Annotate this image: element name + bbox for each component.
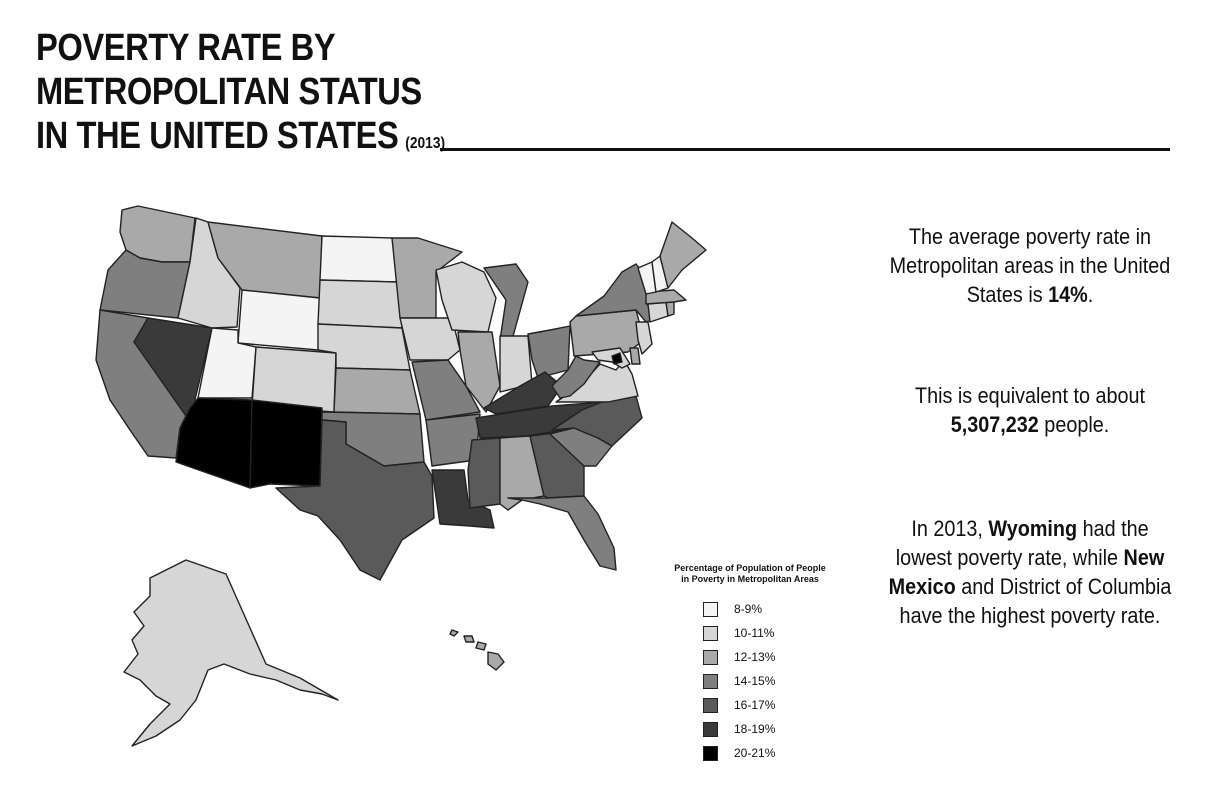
state-OH bbox=[527, 325, 571, 379]
legend-item: 8-9% bbox=[703, 597, 840, 621]
title-rule bbox=[440, 148, 1170, 151]
stat-average-rate: The average poverty rate in Metropolitan… bbox=[889, 224, 1171, 307]
page-title: POVERTY RATE BY METROPOLITAN STATUS IN T… bbox=[36, 26, 445, 166]
state-MS bbox=[467, 437, 501, 509]
legend-item: 12-13% bbox=[703, 645, 840, 669]
average-rate-value: 14% bbox=[1048, 282, 1088, 307]
state-CT bbox=[647, 301, 669, 323]
state-DC bbox=[611, 352, 623, 365]
stat-people-count: This is equivalent to about 5,307,232 pe… bbox=[914, 383, 1146, 437]
legend-item: 10-11% bbox=[703, 621, 840, 645]
state-IL bbox=[457, 331, 501, 413]
legend-items: 8-9% 10-11% 12-13% 14-15% 16-17% 18-19% 20-21% bbox=[703, 597, 840, 765]
lowest-state: Wyoming bbox=[988, 516, 1078, 541]
map-legend: Percentage of Population of People in Po… bbox=[660, 563, 840, 765]
state-MO bbox=[411, 359, 481, 421]
legend-swatch bbox=[703, 721, 718, 737]
legend-item: 20-21% bbox=[703, 741, 840, 765]
state-MA bbox=[645, 289, 687, 305]
state-LA bbox=[431, 469, 495, 529]
state-RI bbox=[665, 301, 675, 317]
stat-lowest-highest: In 2013, Wyoming had the lowest poverty … bbox=[888, 516, 1172, 628]
state-TX bbox=[275, 419, 435, 581]
legend-label: 10-11% bbox=[734, 626, 775, 640]
legend-swatch bbox=[703, 673, 718, 689]
legend-swatch bbox=[703, 649, 718, 665]
state-ME bbox=[659, 221, 707, 289]
people-count-value: 5,307,232 bbox=[950, 412, 1039, 437]
legend-item: 16-17% bbox=[703, 693, 840, 717]
legend-label: 8-9% bbox=[734, 602, 763, 616]
legend-label: 16-17% bbox=[734, 698, 776, 712]
highest-state: New Mexico bbox=[888, 545, 1165, 599]
legend-swatch bbox=[703, 601, 718, 617]
state-DE bbox=[629, 347, 641, 365]
title-line-1: POVERTY RATE BY bbox=[36, 27, 336, 69]
legend-item: 14-15% bbox=[703, 669, 840, 693]
us-map bbox=[95, 205, 707, 747]
title-line-3: IN THE UNITED STATES bbox=[36, 115, 399, 157]
legend-swatch bbox=[703, 745, 718, 761]
title-line-2: METROPOLITAN STATUS bbox=[36, 71, 422, 113]
legend-label: 18-19% bbox=[734, 722, 776, 736]
state-WI bbox=[435, 261, 497, 333]
legend-swatch bbox=[703, 625, 718, 641]
state-NC bbox=[551, 395, 643, 447]
legend-label: 14-15% bbox=[734, 674, 776, 688]
legend-title: Percentage of Population of People in Po… bbox=[674, 563, 826, 584]
legend-label: 12-13% bbox=[734, 650, 776, 664]
state-SD bbox=[317, 279, 403, 329]
state-AK bbox=[123, 559, 339, 747]
state-IA bbox=[399, 317, 461, 361]
legend-swatch bbox=[703, 697, 718, 713]
state-HI bbox=[449, 629, 505, 671]
state-FL bbox=[507, 495, 617, 571]
state-NM bbox=[249, 399, 323, 489]
state-ND bbox=[319, 235, 399, 283]
state-WV bbox=[551, 355, 601, 399]
legend-item: 18-19% bbox=[703, 717, 840, 741]
state-WY bbox=[237, 289, 321, 351]
state-NJ bbox=[635, 321, 653, 355]
legend-label: 20-21% bbox=[734, 746, 776, 760]
state-KS bbox=[333, 367, 421, 415]
title-year: (2013) bbox=[405, 135, 446, 152]
